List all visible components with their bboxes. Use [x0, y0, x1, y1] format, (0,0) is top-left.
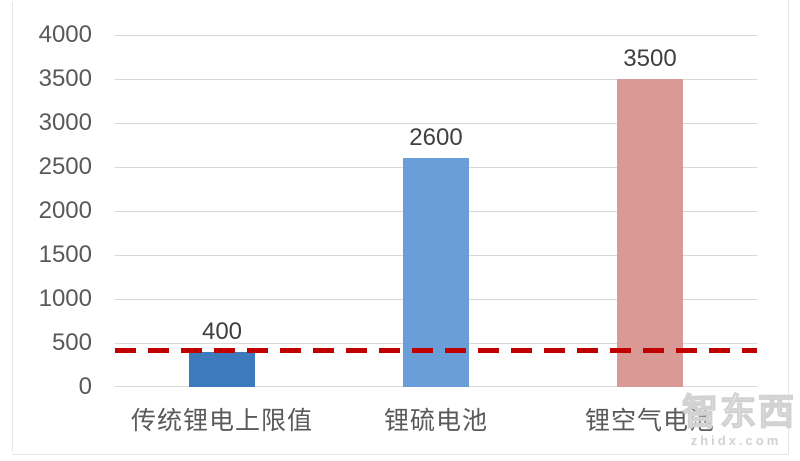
plot-area: 400 2600 3500	[115, 34, 757, 387]
gridline	[115, 78, 757, 80]
y-axis-tick-label: 2000	[38, 197, 92, 224]
gridline	[115, 34, 757, 36]
frame-border-left	[12, 2, 13, 451]
frame-border-bottom	[12, 454, 789, 455]
y-axis-tick-label: 1500	[38, 241, 92, 268]
bar-value-label: 3500	[623, 45, 677, 72]
y-axis-tick-label: 3000	[38, 109, 92, 136]
bar-group: 3500	[580, 35, 720, 387]
reference-dashed-line	[115, 347, 757, 353]
y-axis-tick-label: 0	[78, 373, 92, 400]
bar	[189, 351, 255, 387]
bar	[617, 79, 683, 387]
bar-value-label: 2600	[409, 124, 463, 152]
x-axis-category-label: 锂硫电池	[383, 408, 488, 435]
x-axis-category-label: 锂空气电池	[584, 408, 715, 435]
frame-border-right	[788, 0, 789, 455]
y-axis-tick-label: 1000	[38, 285, 92, 312]
bar-value-label: 400	[201, 317, 243, 345]
bar	[403, 158, 469, 387]
y-axis-tick-label: 3500	[38, 65, 92, 92]
gridline	[115, 122, 757, 124]
x-axis-category-label: 传统锂电上限值	[130, 408, 313, 435]
y-axis-tick-label: 500	[51, 329, 92, 356]
y-axis-tick-label: 4000	[38, 21, 92, 48]
bar-group: 2600	[366, 35, 506, 387]
y-axis-tick-label: 2500	[38, 153, 92, 180]
bar-group: 400	[152, 35, 292, 387]
